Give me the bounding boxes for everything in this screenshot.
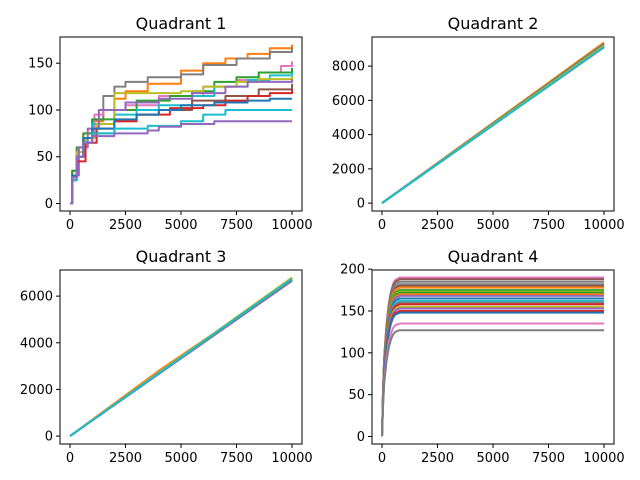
series-line-12: [69, 120, 293, 205]
x-tick-label: 0: [378, 218, 386, 233]
x-tick-label: 5000: [164, 451, 197, 466]
series-line-7: [69, 79, 294, 205]
y-tick-label: 150: [340, 304, 365, 319]
chart-title: Quadrant 4: [448, 247, 539, 266]
series-line-19: [380, 311, 605, 437]
y-tick-label: 4000: [20, 336, 53, 351]
subplot-quadrant-2: 0 2500 5000 7500 10000 0 2000 4000 6000 8000 Quadr…: [332, 14, 625, 233]
x-tick-label: 10000: [271, 451, 312, 466]
x-tick-label: 7500: [220, 218, 253, 233]
chart-title: Quadrant 2: [448, 14, 539, 33]
y-tick-label: 2000: [20, 383, 53, 398]
subplot-quadrant-4: 0 2500 5000 7500 10000 0 50 100 150 200 Quadrant 4: [340, 247, 625, 466]
series-line-13: [380, 299, 605, 437]
subplot-quadrant-1: 0 2500 5000 7500 10000 0 50 100 150 Quadrant 1: [28, 14, 313, 233]
y-tick-label: 0: [357, 430, 365, 445]
y-tick-label: 2000: [332, 162, 365, 177]
series-line-9: [380, 291, 605, 437]
series-line-21: [380, 329, 605, 437]
plot-area: [69, 276, 293, 437]
x-tick-label: 5000: [164, 218, 197, 233]
y-tick-label: 200: [340, 263, 365, 278]
x-tick-label: 2500: [421, 451, 454, 466]
y-tick-label: 8000: [332, 60, 365, 75]
x-tick-label: 7500: [220, 451, 253, 466]
series-line-10: [69, 277, 293, 437]
y-tick-label: 50: [348, 388, 365, 403]
x-tick-label: 0: [378, 451, 386, 466]
x-tick-label: 0: [66, 451, 74, 466]
x-tick-label: 5000: [476, 218, 509, 233]
chart-title: Quadrant 1: [136, 14, 227, 33]
y-tick-label: 0: [45, 430, 53, 445]
x-tick-label: 2500: [109, 218, 142, 233]
y-tick-label: 150: [28, 57, 53, 72]
x-tick-label: 0: [66, 218, 74, 233]
y-tick-label: 0: [45, 197, 53, 212]
y-tick-label: 100: [340, 346, 365, 361]
y-tick-label: 50: [36, 150, 53, 165]
y-tick-label: 0: [357, 197, 365, 212]
x-tick-label: 7500: [532, 218, 565, 233]
plot-area: [381, 41, 605, 204]
x-tick-label: 10000: [583, 451, 624, 466]
series-line-16: [380, 305, 605, 437]
plot-area: [380, 276, 605, 437]
x-tick-label: 7500: [532, 451, 565, 466]
subplot-quadrant-3: 0 2500 5000 7500 10000 0 2000 4000 6000 Quadrant …: [20, 247, 313, 466]
x-tick-label: 10000: [583, 218, 624, 233]
plot-area: [69, 44, 294, 205]
series-line-10: [381, 46, 605, 204]
series-line-17: [380, 307, 605, 437]
series-line-12: [380, 297, 605, 437]
y-tick-label: 4000: [332, 128, 365, 143]
x-tick-label: 5000: [476, 451, 509, 466]
x-tick-label: 10000: [271, 218, 312, 233]
series-line-11: [380, 294, 605, 437]
series-line-20: [380, 322, 605, 437]
y-tick-label: 6000: [20, 290, 53, 305]
chart-title: Quadrant 3: [136, 247, 227, 266]
y-tick-label: 6000: [332, 94, 365, 109]
series-line-10: [380, 293, 605, 437]
x-tick-label: 2500: [109, 451, 142, 466]
y-tick-label: 100: [28, 103, 53, 118]
series-line-6: [380, 286, 605, 437]
x-tick-label: 2500: [421, 218, 454, 233]
series-line-4: [69, 67, 294, 205]
